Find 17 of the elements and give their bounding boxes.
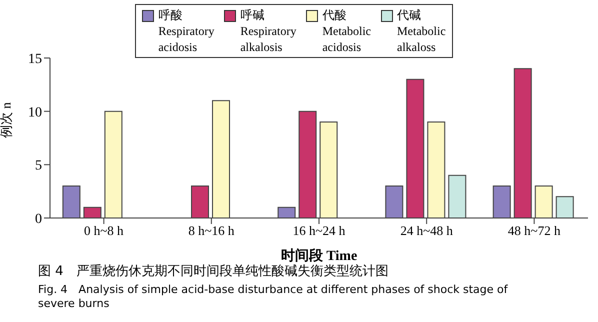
y-tick-label: 15	[28, 52, 42, 67]
x-tick-label: 24 h~48 h	[400, 223, 454, 238]
x-tick-label: 0 h~8 h	[84, 223, 124, 238]
y-tick-label: 5	[35, 158, 42, 174]
caption: 图 4 严重烧伤休克期不同时间段单纯性酸碱失衡类型统计图	[38, 263, 390, 280]
legend-label: 呼碱 Respiratory alkalosis	[240, 7, 296, 55]
caption: Fig. 4 Analysis of simple acid-base disturbance at different phases of shock stage of severe burns	[38, 282, 509, 310]
x-tick-label: 48 h~72 h	[508, 223, 561, 238]
y-axis-title: 例次 n	[0, 102, 14, 138]
legend-label: 代碱 Metabolic alkaloss	[397, 7, 446, 55]
legend-label: 代酸 Metabolic acidosis	[322, 7, 371, 55]
y-tick-label: 10	[28, 105, 42, 120]
x-axis-title: 时间段 Time	[280, 248, 358, 264]
x-tick-label: 8 h~16 h	[188, 223, 235, 238]
legend-label: 呼酸 Respiratory acidosis	[158, 7, 214, 55]
y-tick-label: 0	[35, 212, 42, 227]
x-tick-label: 16 h~24 h	[292, 223, 346, 238]
